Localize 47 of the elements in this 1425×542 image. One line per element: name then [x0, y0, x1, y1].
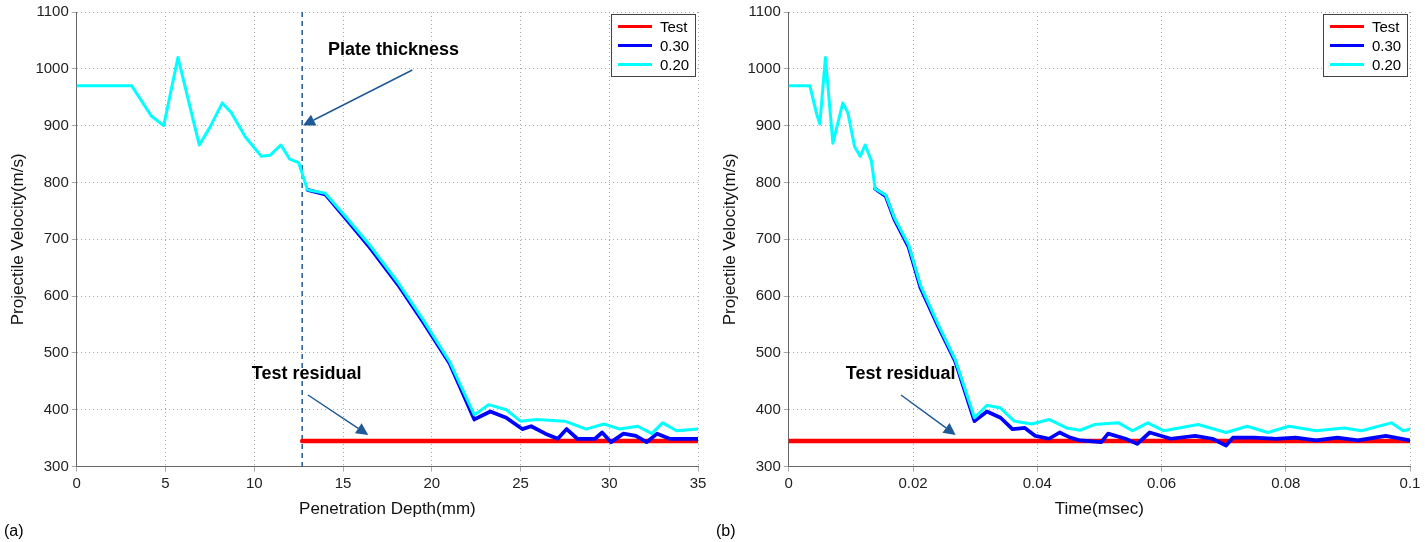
- y-tick-label: 1100: [748, 2, 781, 20]
- x-axis-title: Time(msec): [1054, 499, 1144, 519]
- y-tick-label: 600: [755, 286, 781, 304]
- y-tick-label: 500: [43, 343, 69, 361]
- x-axis-title: Penetration Depth(mm): [299, 499, 476, 519]
- text: (a): [4, 522, 24, 540]
- legend-label: 0.20: [1372, 56, 1402, 73]
- x-tick-label: 5: [161, 473, 170, 491]
- annotation: Test residual: [845, 363, 956, 384]
- x-tick-label: 0.1: [1399, 473, 1421, 491]
- legend-label: 0.20: [660, 56, 690, 73]
- y-axis-title: Projectile Velocity(m/s): [7, 153, 27, 326]
- x-tick-label: 15: [334, 473, 352, 491]
- y-tick-label: 1100: [36, 2, 69, 20]
- y-tick-label: 800: [755, 172, 781, 190]
- x-tick-label: 10: [245, 473, 263, 491]
- text: (b): [716, 522, 736, 540]
- legend-label: 0.30: [660, 37, 690, 54]
- y-tick-label: 400: [755, 399, 781, 417]
- x-tick-label: 20: [423, 473, 441, 491]
- x-tick-label: 35: [689, 473, 707, 491]
- y-tick-label: 300: [755, 456, 781, 474]
- y-tick-label: 900: [755, 115, 781, 133]
- x-tick-label: 25: [512, 473, 529, 491]
- x-tick-label: 0.08: [1271, 473, 1301, 491]
- y-tick-label: 900: [43, 115, 69, 133]
- y-tick-label: 600: [43, 286, 69, 304]
- x-tick-label: 0: [72, 473, 81, 491]
- y-tick-label: 1000: [747, 58, 781, 76]
- y-tick-label: 800: [43, 172, 69, 190]
- x-tick-label: 0.04: [1022, 473, 1052, 491]
- y-axis-title: Projectile Velocity(m/s): [719, 153, 739, 326]
- annotation: Plate thickness: [328, 38, 460, 59]
- legend-label: 0.30: [1372, 37, 1402, 54]
- y-tick-label: 400: [43, 399, 69, 417]
- legend-label: Test: [1372, 18, 1400, 35]
- x-tick-label: 30: [600, 473, 618, 491]
- y-tick-label: 700: [755, 229, 781, 247]
- y-tick-label: 1000: [35, 58, 69, 76]
- y-tick-label: 300: [43, 456, 69, 474]
- x-tick-label: 0.02: [898, 473, 928, 491]
- y-tick-label: 500: [755, 343, 781, 361]
- x-tick-label: 0: [784, 473, 793, 491]
- legend-label: Test: [660, 18, 688, 35]
- x-tick-label: 0.06: [1146, 473, 1177, 491]
- annotation: Test residual: [251, 363, 362, 384]
- y-tick-label: 700: [43, 229, 69, 247]
